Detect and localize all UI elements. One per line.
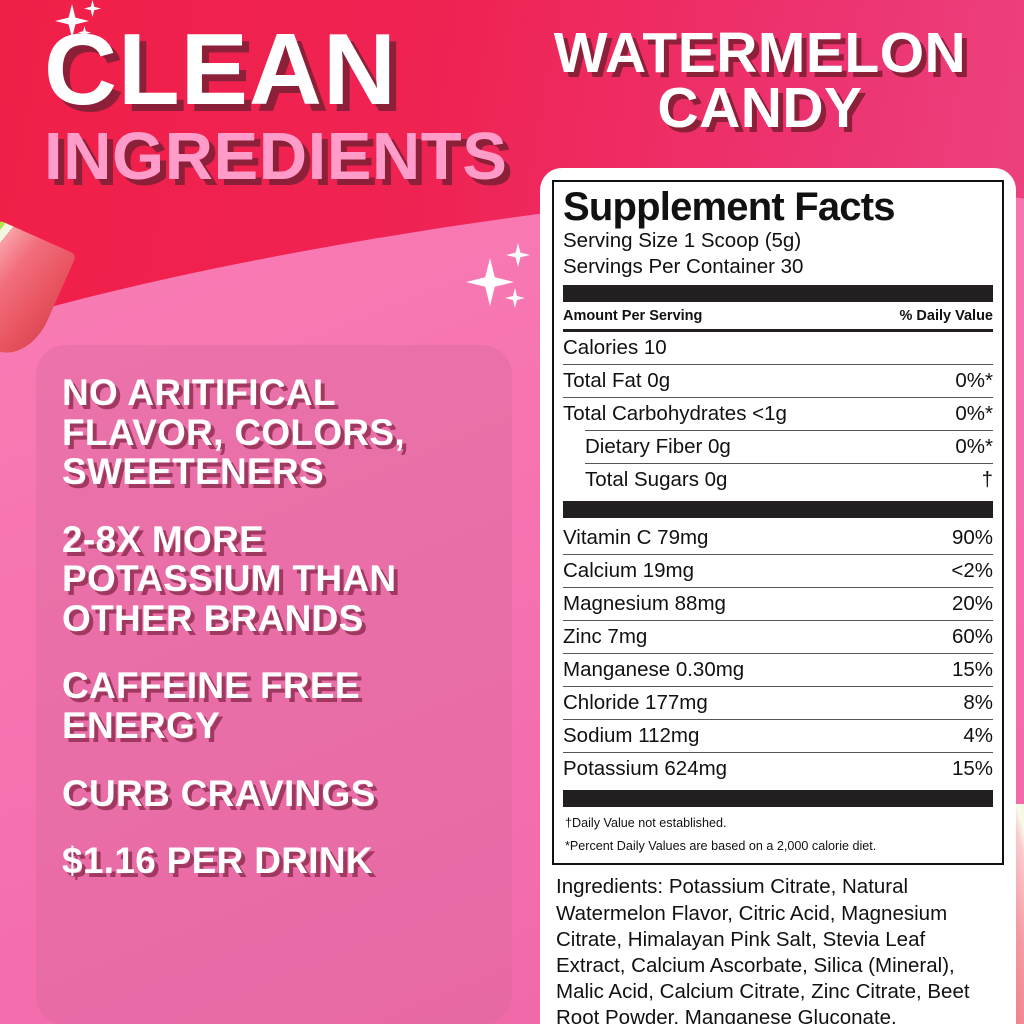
nutrient-dv: 0%*	[955, 369, 993, 393]
table-row: Magnesium 88mg 20%	[563, 587, 993, 620]
benefit-item: NO ARITIFICAL FLAVOR, COLORS, SWEETENERS	[62, 372, 405, 493]
benefit-item: 2-8X MORE POTASSIUM THAN OTHER BRANDS	[62, 518, 397, 639]
table-row: Potassium 624mg 15%	[563, 752, 993, 785]
product-title-line2: CANDY	[657, 75, 863, 140]
table-row: Zinc 7mg 60%	[563, 620, 993, 653]
benefit-item: $1.16 PER DRINK	[62, 840, 373, 882]
divider-thick	[563, 790, 993, 808]
headline-clean: CLEAN	[44, 14, 397, 126]
nutrient-dv: 15%	[951, 658, 993, 682]
product-title: WATERMELON CANDY	[510, 21, 1010, 140]
table-row: Calcium 19mg <2%	[563, 554, 993, 587]
nutrient-name: Dietary Fiber 0g	[585, 435, 731, 459]
divider-thick	[563, 501, 993, 519]
headline-group: CLEAN INGREDIENTS	[44, 14, 544, 194]
nutrient-dv: 8%	[963, 691, 993, 715]
daily-value-label: % Daily Value	[899, 308, 994, 325]
nutrient-name: Sodium 112mg	[563, 724, 700, 748]
nutrient-name: Calories 10	[563, 336, 667, 360]
table-row: Vitamin C 79mg 90%	[563, 522, 993, 554]
ingredients-list: Ingredients: Potassium Citrate, Natural …	[556, 875, 970, 1024]
nutrient-name: Zinc 7mg	[563, 625, 648, 649]
benefits-panel: NO ARITIFICAL FLAVOR, COLORS, SWEETENERS…	[36, 345, 512, 1024]
nutrient-dv: 15%	[951, 757, 993, 781]
serving-size: Serving Size 1 Scoop (5g)	[563, 229, 802, 252]
divider-thick	[563, 285, 993, 303]
nutrient-dv: 20%	[951, 592, 993, 616]
divider-thin	[563, 329, 993, 333]
table-row: Total Carbohydrates <1g 0%*	[563, 397, 993, 430]
amount-per-serving-label: Amount Per Serving	[563, 308, 703, 325]
supplement-facts-title: Supplement Facts	[563, 185, 896, 229]
nutrient-name: Calcium 19mg	[563, 559, 695, 583]
table-header-row: Amount Per Serving % Daily Value	[563, 306, 993, 327]
nutrient-name: Chloride 177mg	[563, 691, 708, 715]
nutrient-name: Total Sugars 0g	[585, 468, 728, 492]
nutrient-dv: <2%	[951, 559, 993, 583]
nutrient-dv: 0%*	[955, 435, 993, 459]
supplement-facts-box: Supplement Facts Serving Size 1 Scoop (5…	[552, 180, 1004, 866]
footnote-star: *Percent Daily Values are based on a 2,0…	[565, 839, 877, 854]
table-row: Sodium 112mg 4%	[563, 719, 993, 752]
nutrient-dv: 90%	[951, 526, 993, 550]
headline-ingredients: INGREDIENTS	[44, 118, 508, 194]
table-row: Total Fat 0g 0%*	[563, 364, 993, 397]
product-title-line1: WATERMELON	[553, 21, 967, 85]
table-row: Chloride 177mg 8%	[563, 686, 993, 719]
nutrient-name: Potassium 624mg	[563, 757, 728, 781]
table-row: Dietary Fiber 0g 0%*	[585, 430, 993, 463]
nutrient-dv: 60%	[951, 625, 993, 649]
footnote-dagger: †Daily Value not established.	[565, 816, 727, 831]
nutrient-name: Total Carbohydrates <1g	[563, 402, 787, 426]
nutrient-dv: 0%*	[955, 402, 993, 426]
servings-per-container: Servings Per Container 30	[563, 255, 804, 279]
nutrient-name: Manganese 0.30mg	[563, 658, 745, 682]
nutrient-name: Total Fat 0g	[563, 369, 671, 393]
table-row: Calories 10	[563, 332, 993, 364]
benefit-item: CURB CRAVINGS	[62, 772, 376, 814]
benefit-item: CAFFEINE FREE ENERGY	[62, 665, 360, 747]
nutrient-dv: †	[981, 468, 993, 492]
supplement-facts-card: Supplement Facts Serving Size 1 Scoop (5…	[540, 168, 1016, 1024]
table-row: Manganese 0.30mg 15%	[563, 653, 993, 686]
nutrient-dv: 4%	[963, 724, 993, 748]
nutrient-name: Magnesium 88mg	[563, 592, 726, 616]
table-row: Total Sugars 0g †	[585, 463, 993, 496]
nutrient-name: Vitamin C 79mg	[563, 526, 709, 550]
